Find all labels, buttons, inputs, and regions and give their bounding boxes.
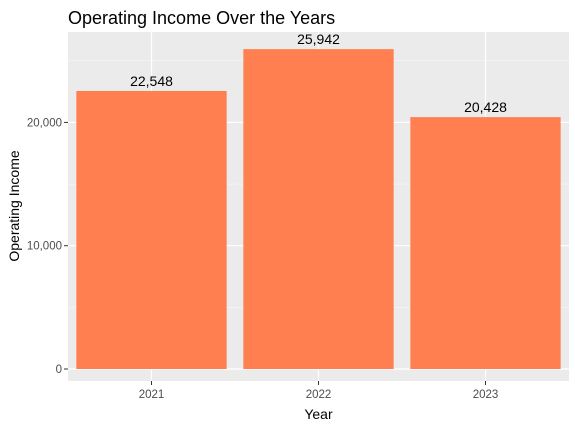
value-labels: 22,548 25,942 20,428 (130, 31, 507, 115)
y-tick-label: 0 (56, 364, 62, 376)
y-tick-label: 10,000 (27, 241, 62, 253)
bar-2021 (76, 90, 227, 370)
y-axis: 0 10,000 20,000 (27, 117, 68, 376)
x-axis: 2021 2022 2023 (139, 381, 499, 401)
data-label-2021: 22,548 (130, 73, 173, 89)
bar-2022 (243, 49, 394, 370)
bar-2023 (410, 117, 561, 369)
data-label-2023: 20,428 (464, 99, 507, 115)
y-tick-label: 20,000 (27, 117, 62, 129)
x-axis-title: Year (304, 406, 333, 422)
chart-title: Operating Income Over the Years (68, 8, 335, 28)
x-tick-label: 2022 (306, 389, 332, 401)
x-tick-label: 2023 (473, 389, 499, 401)
y-axis-title: Operating Income (6, 150, 22, 261)
data-label-2022: 25,942 (297, 31, 340, 47)
x-tick-label: 2021 (139, 389, 165, 401)
bars (76, 49, 561, 370)
